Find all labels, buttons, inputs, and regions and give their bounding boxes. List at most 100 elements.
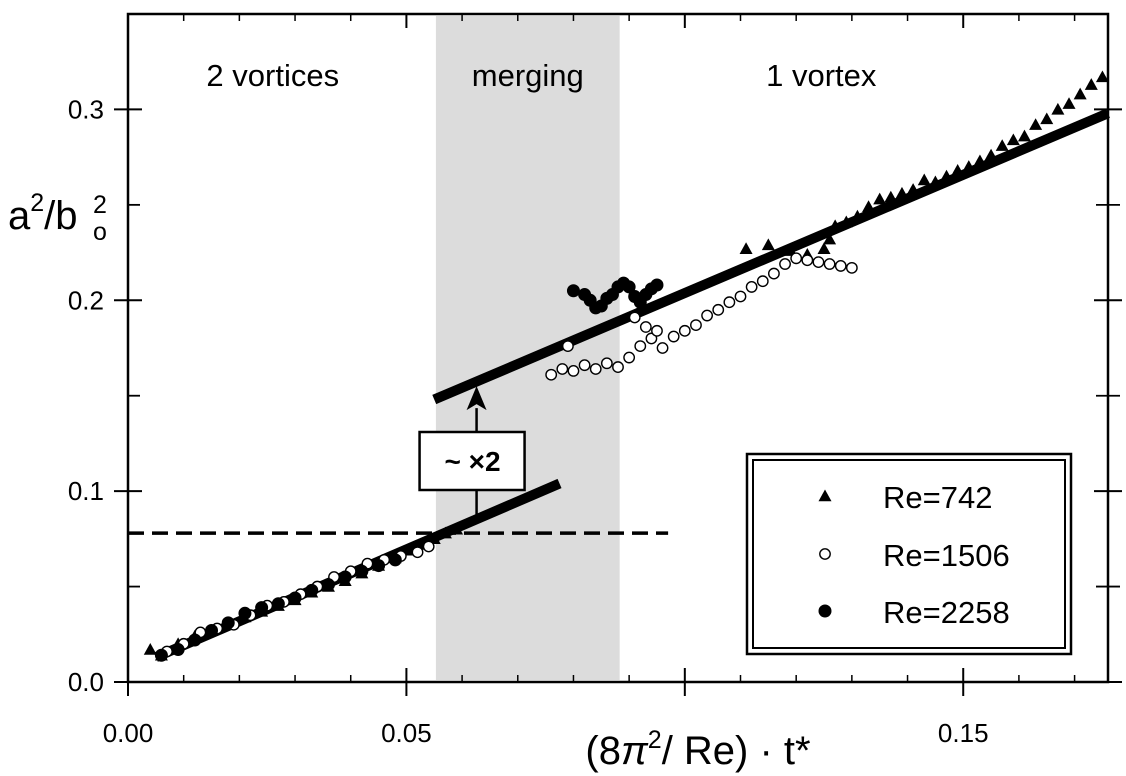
data-point-series-1 (612, 361, 624, 373)
data-point-series-0 (873, 192, 887, 205)
data-point-series-0 (1095, 70, 1109, 83)
data-point-series-1 (712, 303, 725, 316)
region-label-0: 2 vortices (206, 58, 339, 93)
data-point-series-1 (768, 267, 780, 280)
y-tick-label-2: 0.2 (68, 285, 104, 315)
data-point-series-1 (756, 275, 769, 288)
legend-marker-0 (818, 489, 832, 502)
data-point-series-1 (578, 359, 591, 372)
data-point-series-0 (862, 200, 876, 212)
y-axis-label-a-sup: 2 (30, 189, 44, 217)
data-point-series-1 (600, 357, 613, 370)
data-point-series-1 (723, 296, 736, 309)
x-tick-label-1: 0.05 (381, 718, 432, 748)
data-point-series-1 (628, 311, 641, 324)
data-point-series-0 (884, 190, 898, 203)
data-point-series-1 (651, 324, 663, 337)
legend-marker-2 (818, 604, 832, 618)
x-axis-label: (8π2/ Re) · t* (585, 726, 810, 773)
legend-label-0: Re=742 (883, 480, 992, 515)
data-point-series-2 (388, 553, 402, 567)
data-point-series-0 (1051, 102, 1065, 115)
data-point-series-2 (205, 623, 219, 637)
data-point-series-0 (817, 242, 831, 254)
data-point-series-1 (812, 256, 825, 269)
data-point-series-1 (801, 254, 814, 267)
data-point-series-1 (411, 546, 424, 559)
data-point-series-1 (589, 363, 602, 375)
region-label-2: 1 vortex (766, 58, 877, 93)
data-point-series-1 (634, 340, 647, 352)
y-axis-label-b-sup: 2 (93, 191, 107, 219)
x-axis-label-prefix: (8 (585, 729, 621, 773)
x-axis-label-pi: π (621, 729, 649, 773)
y-axis-label: a2/b (8, 189, 78, 238)
data-point-series-2 (238, 606, 252, 620)
data-point-series-0 (962, 160, 976, 172)
merging-band (435, 16, 620, 680)
data-point-series-0 (1062, 97, 1076, 109)
x-axis-label-suffix: / Re) · t* (662, 729, 811, 773)
data-point-series-1 (734, 290, 747, 303)
y-axis-label-b: /b (44, 194, 77, 238)
data-point-series-2 (188, 633, 202, 647)
data-point-series-1 (561, 340, 574, 352)
data-point-series-0 (940, 169, 954, 182)
data-point-series-2 (154, 648, 168, 662)
annotation-arrow-head (466, 386, 487, 411)
data-point-series-1 (790, 252, 803, 265)
data-point-series-0 (1073, 87, 1087, 100)
data-point-series-2 (650, 278, 664, 292)
data-point-series-1 (639, 321, 652, 333)
y-axis-label-b-sub: o (93, 218, 107, 246)
data-point-series-1 (678, 324, 691, 337)
data-point-series-0 (995, 139, 1009, 151)
data-point-series-1 (690, 319, 702, 331)
data-point-series-0 (917, 173, 931, 186)
data-point-series-1 (623, 351, 636, 364)
legend-box-inner (752, 459, 1066, 649)
legend-marker-1 (819, 548, 831, 560)
data-point-series-2 (305, 583, 319, 597)
legend-label-2: Re=2258 (883, 595, 1010, 630)
data-point-series-0 (1029, 118, 1043, 130)
data-point-series-0 (1084, 78, 1098, 90)
data-point-series-2 (171, 643, 185, 657)
x-tick-label-2: 0.15 (938, 718, 989, 748)
fit-line-1 (432, 108, 1110, 405)
data-point-series-0 (1017, 129, 1031, 142)
data-point-series-1 (845, 261, 858, 274)
data-point-series-2 (321, 578, 335, 592)
data-point-series-0 (850, 209, 864, 222)
data-point-series-0 (761, 238, 775, 251)
x-axis-label-sup: 2 (648, 726, 662, 754)
annotation-text: ~ ×2 (445, 446, 501, 477)
data-point-series-2 (255, 601, 269, 615)
data-point-series-1 (823, 258, 836, 270)
y-axis-label-a: a (8, 194, 31, 238)
legend: Re=742 Re=1506 Re=2258 (745, 452, 1073, 656)
axis-labels-layer: (8π2/ Re) · t*a2/b 2o (8, 189, 811, 773)
data-point-series-1 (701, 309, 713, 322)
data-point-series-1 (656, 342, 669, 354)
data-point-series-0 (1006, 133, 1020, 146)
data-point-series-1 (556, 363, 569, 375)
y-tick-label-0: 0.0 (68, 667, 104, 697)
data-point-series-1 (745, 281, 758, 293)
data-point-series-2 (566, 284, 580, 298)
legend-box-outer (745, 452, 1073, 656)
data-point-series-2 (221, 616, 235, 630)
data-point-series-0 (143, 643, 157, 655)
annotation-layer: ~ ×2 (418, 386, 526, 520)
data-point-series-0 (928, 175, 942, 188)
y-tick-label-1: 0.1 (68, 476, 104, 506)
data-point-series-0 (739, 242, 753, 254)
data-point-series-0 (973, 154, 987, 167)
x-tick-label-0: 0.00 (103, 718, 154, 748)
region-label-1: merging (472, 58, 584, 93)
data-point-series-1 (779, 258, 791, 270)
annotation-box (418, 430, 526, 492)
data-point-series-1 (567, 365, 580, 377)
legend-label-1: Re=1506 (883, 538, 1010, 573)
